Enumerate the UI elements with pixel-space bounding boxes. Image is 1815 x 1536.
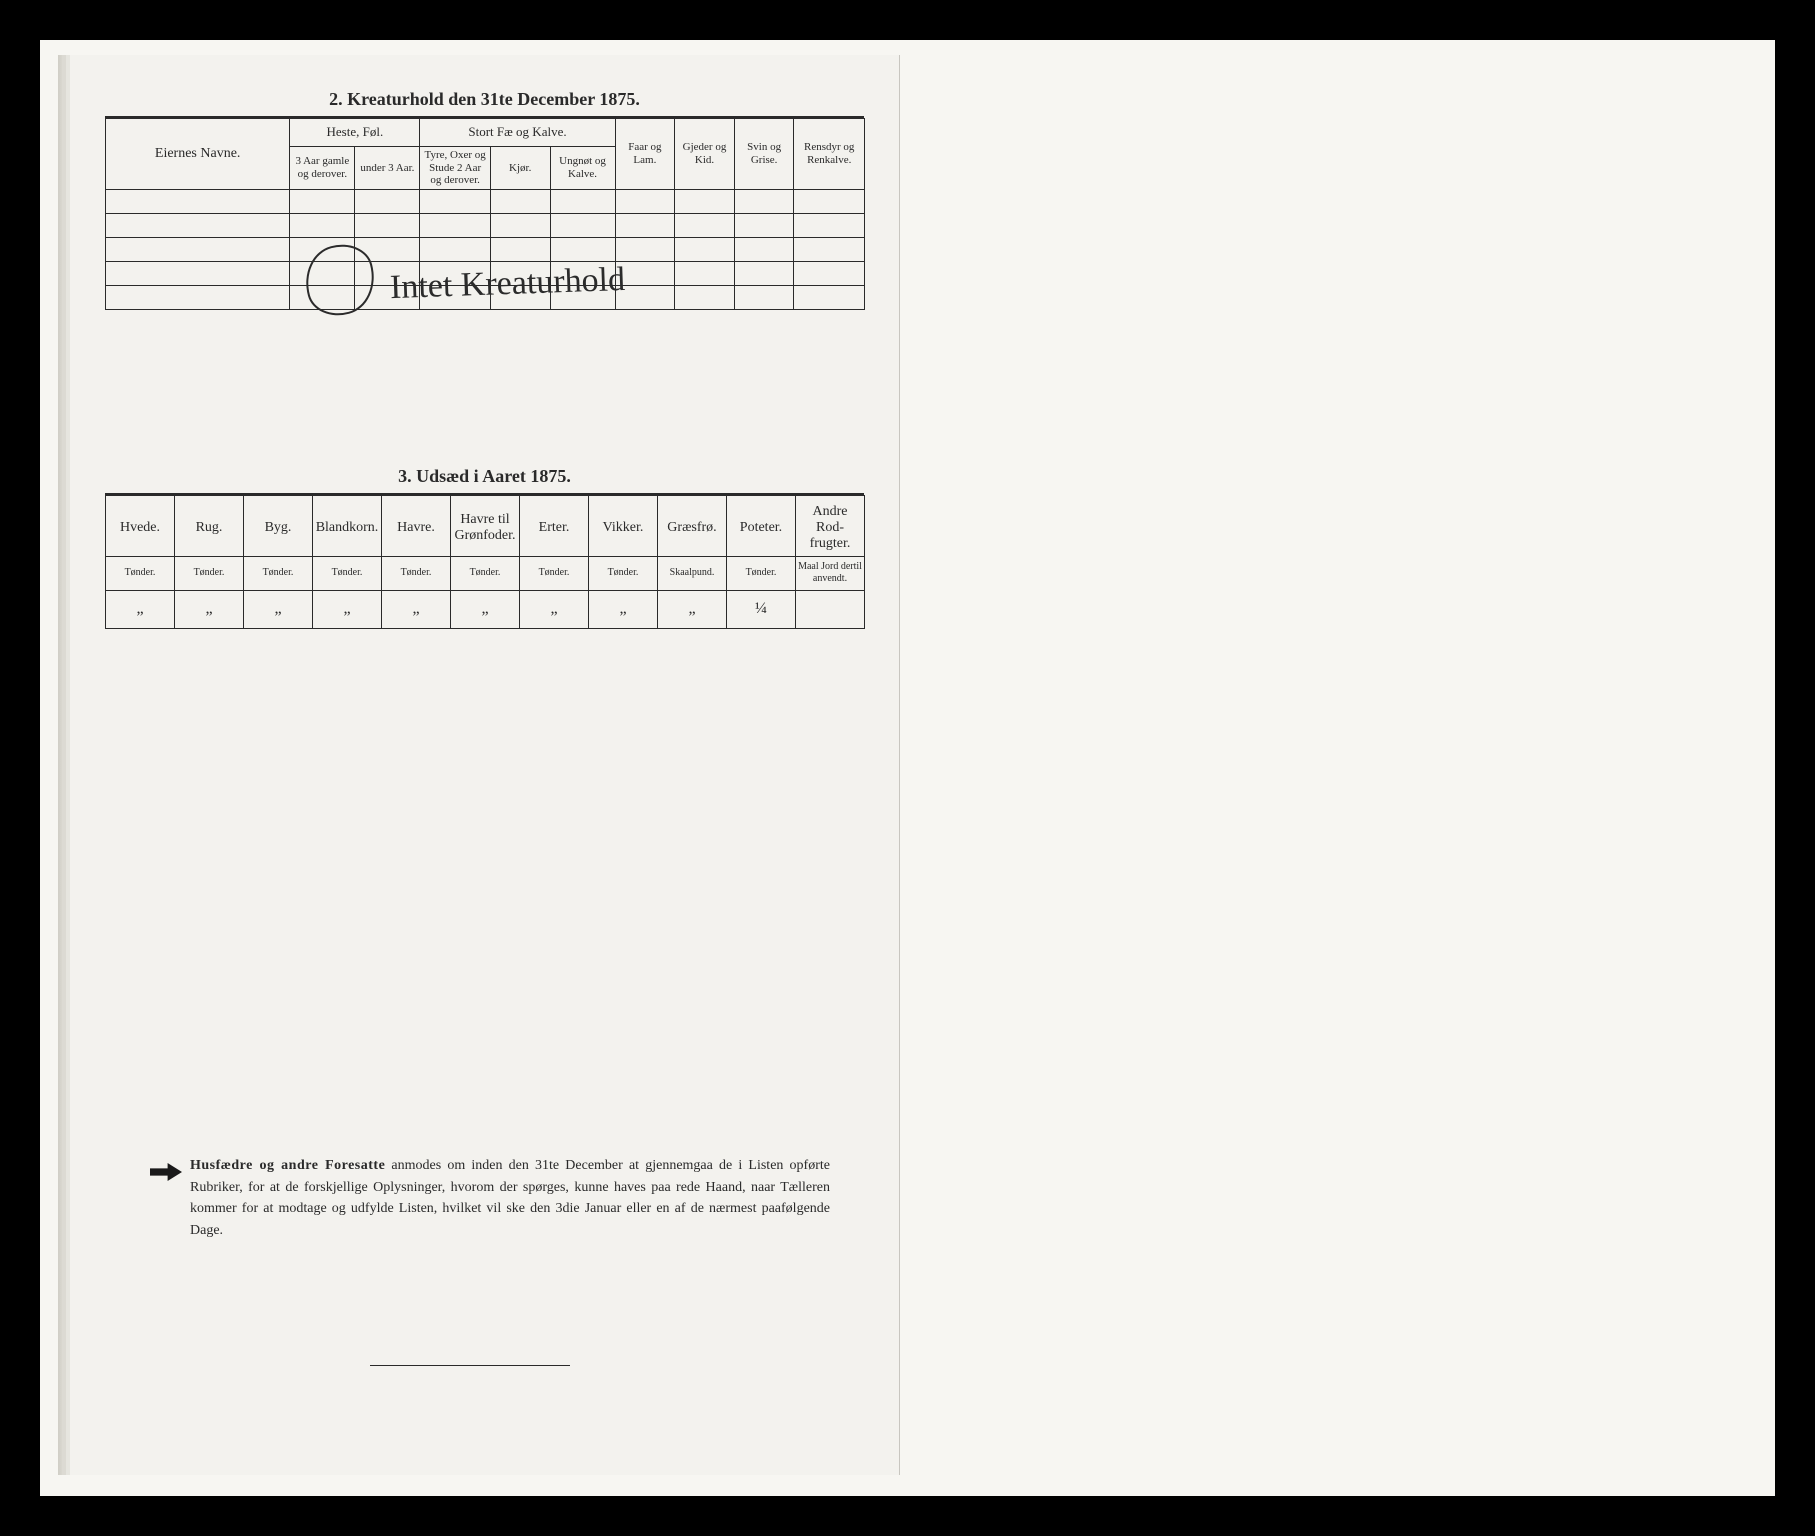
seed-unit-row: Tønder. Tønder. Tønder. Tønder. Tønder. … (106, 557, 865, 591)
unit-blandkorn: Tønder. (313, 557, 382, 591)
val-poteter: ¼ (727, 591, 796, 629)
seed-header-row: Hvede. Rug. Byg. Blandkorn. Havre. Havre… (106, 495, 865, 556)
col-rensdyr: Rensdyr og Renkalve. (794, 119, 865, 190)
group-heste: Heste, Føl. (290, 119, 420, 147)
unit-havre: Tønder. (382, 557, 451, 591)
val-havre: „ (382, 591, 451, 629)
col-heste-sub1: 3 Aar gamle og derover. (290, 146, 355, 189)
footer-note: Husfædre og andre Foresatte anmodes om i… (190, 1155, 830, 1242)
unit-rug: Tønder. (175, 557, 244, 591)
val-byg: „ (244, 591, 313, 629)
col-stort-sub3: Ungnøt og Kalve. (550, 146, 615, 189)
unit-rodfrugt: Maal Jord dertil anvendt. (796, 557, 865, 591)
unit-byg: Tønder. (244, 557, 313, 591)
col-havre: Havre. (382, 495, 451, 556)
col-svin: Svin og Grise. (734, 119, 794, 190)
col-faar: Faar og Lam. (615, 119, 675, 190)
unit-vikker: Tønder. (589, 557, 658, 591)
col-stort-sub1: Tyre, Oxer og Stude 2 Aar og derover. (420, 146, 490, 189)
col-vikker: Vikker. (589, 495, 658, 556)
col-erter: Erter. (520, 495, 589, 556)
group-stort: Stort Fæ og Kalve. (420, 119, 615, 147)
col-stort-sub2: Kjør. (490, 146, 550, 189)
unit-erter: Tønder. (520, 557, 589, 591)
binding-edge (58, 55, 70, 1475)
val-erter: „ (520, 591, 589, 629)
document-page: 2. Kreaturhold den 31te December 1875. E… (70, 55, 900, 1475)
val-rodfrugt (796, 591, 865, 629)
unit-havre-gf: Tønder. (451, 557, 520, 591)
col-havre-gf: Havre til Grønfoder. (451, 495, 520, 556)
col-rodfrugt: Andre Rod-frugter. (796, 495, 865, 556)
val-hvede: „ (106, 591, 175, 629)
col-gjeder: Gjeder og Kid. (675, 119, 735, 190)
col-poteter: Poteter. (727, 495, 796, 556)
seed-value-row: „ „ „ „ „ „ „ „ „ ¼ (106, 591, 865, 629)
col-byg: Byg. (244, 495, 313, 556)
col-graesfro: Græsfrø. (658, 495, 727, 556)
col-rug: Rug. (175, 495, 244, 556)
section2-title: 2. Kreaturhold den 31te December 1875. (70, 83, 899, 116)
unit-poteter: Tønder. (727, 557, 796, 591)
pointing-hand-icon (150, 1163, 182, 1181)
col-hvede: Hvede. (106, 495, 175, 556)
val-havre-gf: „ (451, 591, 520, 629)
footer-rule (370, 1365, 570, 1366)
val-vikker: „ (589, 591, 658, 629)
val-graesfro: „ (658, 591, 727, 629)
col-blandkorn: Blandkorn. (313, 495, 382, 556)
seed-table: Hvede. Rug. Byg. Blandkorn. Havre. Havre… (105, 495, 865, 629)
col-owner-name: Eiernes Navne. (106, 119, 290, 190)
footer-lead: Husfædre og andre Foresatte (190, 1158, 385, 1173)
col-heste-sub2: under 3 Aar. (355, 146, 420, 189)
unit-hvede: Tønder. (106, 557, 175, 591)
unit-graesfro: Skaalpund. (658, 557, 727, 591)
val-blandkorn: „ (313, 591, 382, 629)
section3-title: 3. Udsæd i Aaret 1875. (70, 460, 899, 493)
val-rug: „ (175, 591, 244, 629)
